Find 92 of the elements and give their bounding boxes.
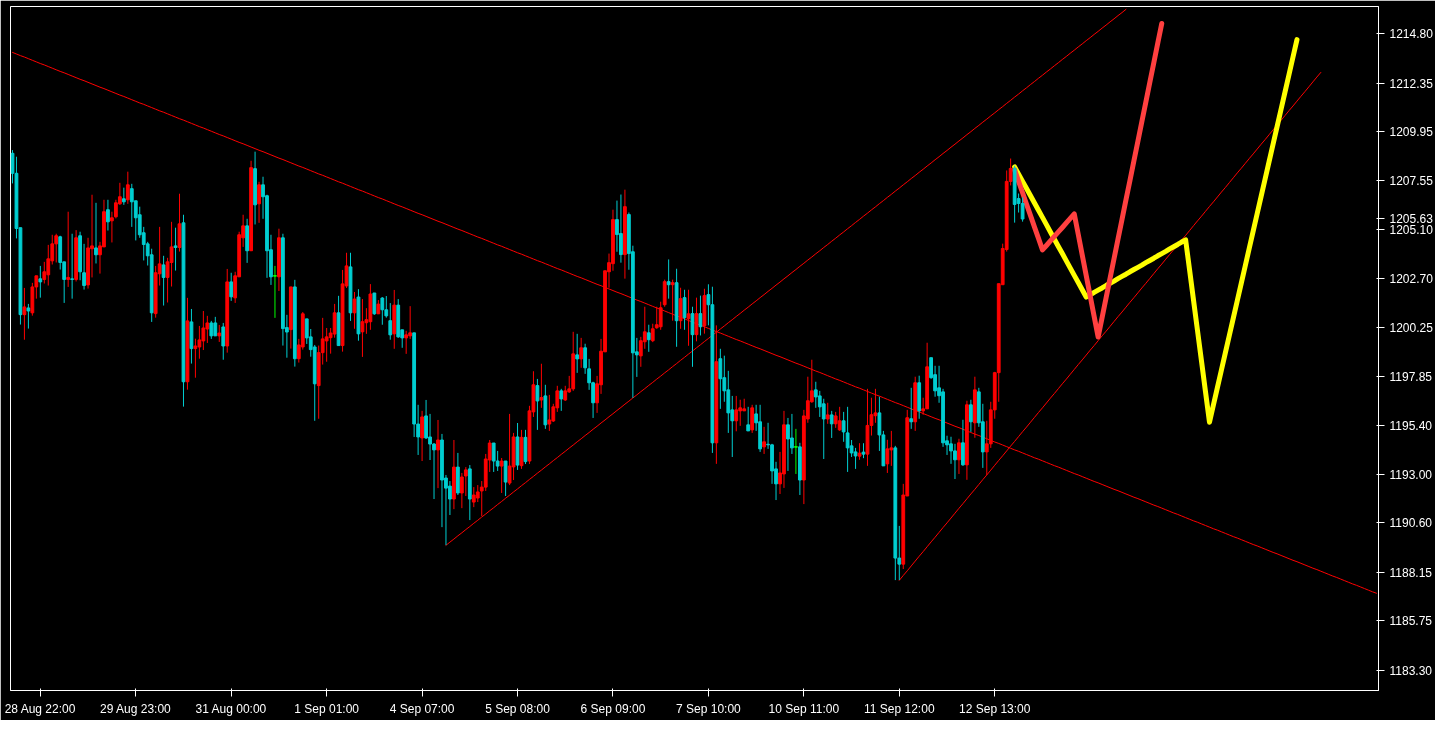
candlestick	[388, 302, 393, 341]
candlestick	[42, 261, 47, 284]
x-tick-label: 28 Aug 22:00	[4, 701, 76, 716]
x-tick-label: 31 Aug 00:00	[195, 701, 267, 716]
y-tick-label: 1202.70	[1389, 271, 1434, 286]
candlestick	[786, 417, 790, 472]
candlestick	[106, 199, 110, 232]
x-tick-label: 12 Sep 13:00	[959, 701, 1031, 716]
candlestick	[746, 406, 751, 432]
candlestick	[961, 419, 965, 467]
candlestick	[380, 296, 385, 326]
candlestick	[750, 404, 755, 434]
candlestick	[889, 430, 894, 467]
candlestick	[1020, 196, 1025, 223]
candlestick	[698, 295, 703, 336]
candlestick	[38, 265, 43, 299]
y-tick-label: 1193.00	[1389, 467, 1433, 482]
candlestick	[436, 419, 440, 489]
x-tick-label: 10 Sep 11:00	[768, 701, 840, 716]
candlestick	[646, 324, 651, 353]
candlestick	[129, 183, 134, 228]
candlestick	[94, 202, 98, 264]
candlestick	[539, 363, 544, 409]
candlestick	[507, 413, 512, 486]
candlestick	[428, 413, 432, 461]
candlestick	[499, 457, 504, 494]
candlestick	[221, 322, 226, 361]
candlestick	[670, 279, 675, 322]
y-tick-label: 1207.55	[1389, 173, 1434, 188]
candlestick	[694, 297, 699, 342]
x-tick-label: 11 Sep 12:00	[864, 701, 935, 716]
candlestick	[559, 388, 564, 412]
candlestick	[352, 291, 357, 330]
candlestick	[666, 258, 671, 300]
candlestick	[662, 279, 667, 308]
candlestick	[70, 233, 75, 300]
candlestick	[213, 316, 218, 337]
candlestick	[46, 244, 51, 287]
y-tick-label: 1209.95	[1389, 125, 1434, 140]
candlestick	[762, 426, 766, 455]
candlestick	[193, 338, 198, 379]
candlestick	[535, 378, 540, 431]
candlestick	[257, 181, 261, 224]
candlestick	[324, 327, 329, 363]
x-tick-label: 6 Sep 09:00	[580, 701, 646, 716]
x-tick-label: 5 Sep 08:00	[485, 701, 551, 716]
candlestick	[853, 447, 858, 470]
y-tick-label: 1197.85	[1389, 369, 1433, 384]
y-tick-label: 1190.60	[1389, 516, 1433, 531]
y-tick-label: 1185.75	[1389, 614, 1433, 629]
candlestick	[66, 211, 71, 288]
y-tick-label: 1212.35	[1389, 76, 1434, 91]
x-tick-label: 7 Sep 10:00	[676, 701, 742, 716]
candlestick	[503, 460, 508, 497]
candlestick	[26, 303, 31, 330]
candlestick	[619, 194, 623, 264]
y-tick-label: 1188.15	[1389, 565, 1433, 580]
x-tick-label: 1 Sep 01:00	[294, 701, 360, 716]
candlestick	[658, 301, 663, 331]
candlestick	[54, 233, 59, 263]
x-tick-label: 29 Aug 23:00	[100, 701, 172, 716]
y-tick-label: 1195.40	[1389, 419, 1433, 434]
y-tick-label: 1214.80	[1389, 27, 1434, 42]
candlestick	[957, 438, 961, 475]
candlestick	[360, 298, 365, 358]
candlestick	[471, 486, 476, 508]
candlestick	[845, 406, 850, 473]
candlestick	[690, 306, 695, 368]
line-series	[898, 71, 1322, 581]
candlestick	[173, 227, 178, 272]
candlestick	[718, 348, 723, 410]
candlestick	[968, 399, 973, 433]
candlestick	[821, 398, 826, 460]
candlestick	[404, 330, 409, 355]
candlestick	[177, 193, 182, 253]
candlestick	[885, 439, 890, 474]
y-tick-label: 1205.10	[1389, 223, 1434, 238]
candlestick	[734, 395, 739, 432]
candlestick	[332, 303, 337, 339]
candlestick	[686, 289, 691, 347]
candlestick	[161, 255, 166, 307]
candlestick	[579, 337, 584, 369]
y-tick-label: 1200.25	[1389, 321, 1434, 336]
candlestick	[491, 442, 496, 473]
y-tick-label: 1183.30	[1389, 663, 1433, 678]
x-tick-label: 4 Sep 07:00	[389, 701, 455, 716]
candlestick	[909, 387, 914, 430]
candlestick	[829, 410, 834, 439]
candlestick	[169, 221, 174, 288]
candlestick	[825, 402, 830, 425]
candlestick	[420, 410, 424, 462]
candlestick	[678, 287, 683, 330]
